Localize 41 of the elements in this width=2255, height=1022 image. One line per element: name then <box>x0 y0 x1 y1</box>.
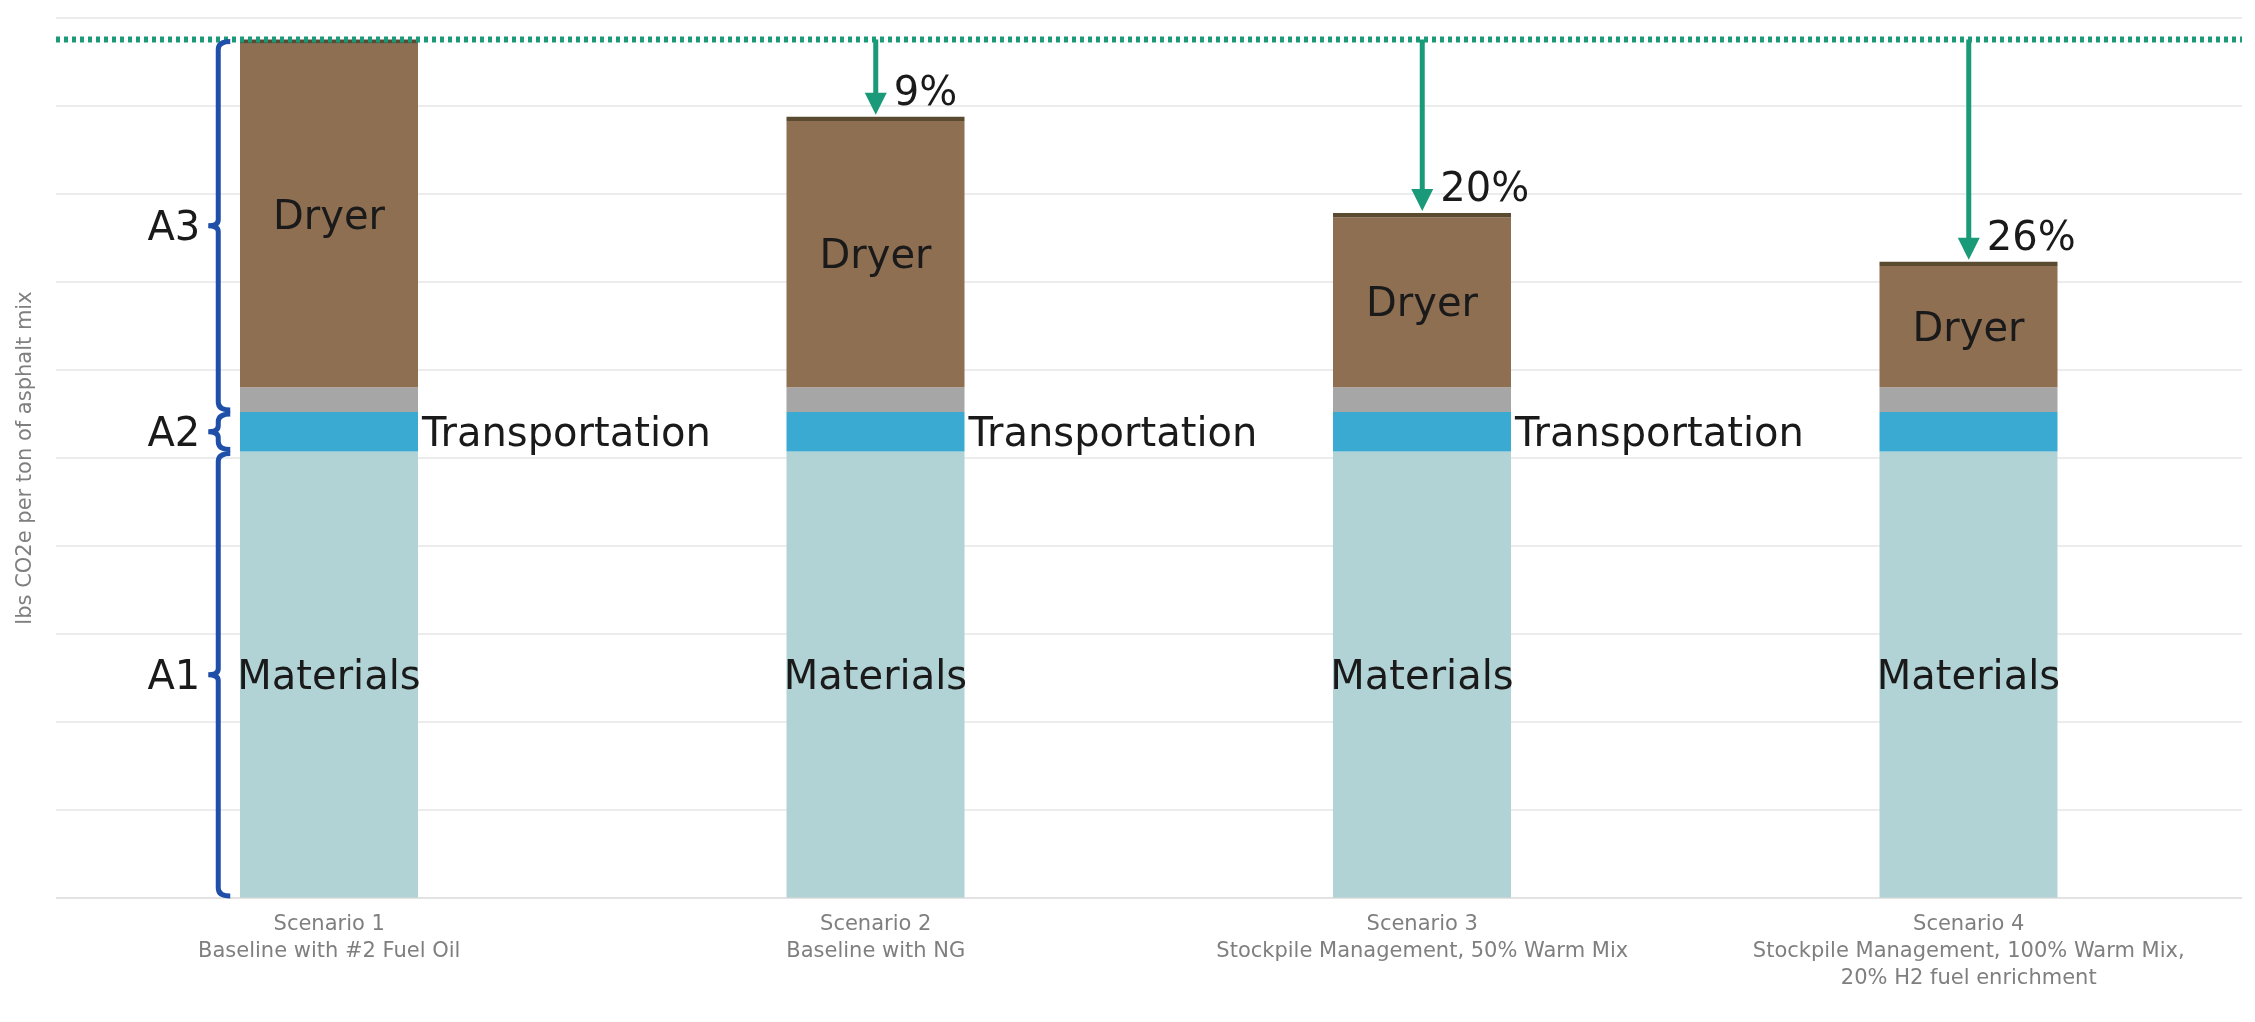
text: Materials <box>1876 651 2061 698</box>
bar <box>240 412 418 452</box>
series-label: Transportation <box>421 408 711 455</box>
bar <box>786 451 965 898</box>
annotation: A1 <box>147 651 201 698</box>
bar <box>240 43 418 388</box>
text: Transportation <box>1515 408 1804 455</box>
text: Dryer <box>1366 279 1478 326</box>
bar <box>240 387 418 413</box>
bar <box>1879 451 2058 898</box>
bar <box>1333 387 1511 413</box>
text: Dryer <box>819 231 932 278</box>
x-tick-label: Scenario 3 Stockpile Management, 50% Warm Mix <box>1216 911 1629 962</box>
x-tick-label: Scenario 4 Stockpile Management, 100% Warm Mix, 20% H2 fuel enrichment <box>1752 911 2185 989</box>
text: Materials <box>1330 651 1514 698</box>
y-axis-title: lbs CO2e per ton of asphalt mix <box>12 291 37 625</box>
bar <box>1333 212 1511 218</box>
bar <box>1879 387 2058 413</box>
annotation: 9% <box>893 67 958 114</box>
bar <box>1879 266 2058 388</box>
annotation: 20% <box>1440 163 1530 210</box>
annotation: 26% <box>1986 212 2076 259</box>
x-tick-label: Scenario 1 Baseline with #2 Fuel Oil <box>198 911 461 962</box>
bar <box>786 116 965 122</box>
annotation: A2 <box>147 408 201 455</box>
bar <box>786 412 965 452</box>
text: Materials <box>237 651 421 698</box>
bar <box>1333 217 1511 388</box>
bar <box>1879 261 2058 267</box>
bar <box>1333 451 1511 898</box>
annotation: A3 <box>147 202 201 249</box>
series-label: Dryer <box>273 192 386 239</box>
bar <box>786 387 965 413</box>
x-tick-label: Scenario 2 Baseline with NG <box>786 911 966 962</box>
text: Transportation <box>968 408 1258 455</box>
text: Dryer <box>1912 303 2025 350</box>
bar <box>1879 412 2058 452</box>
series-label: Materials <box>783 651 968 698</box>
bar <box>240 451 418 898</box>
bar <box>786 121 965 388</box>
bar <box>1333 412 1511 452</box>
